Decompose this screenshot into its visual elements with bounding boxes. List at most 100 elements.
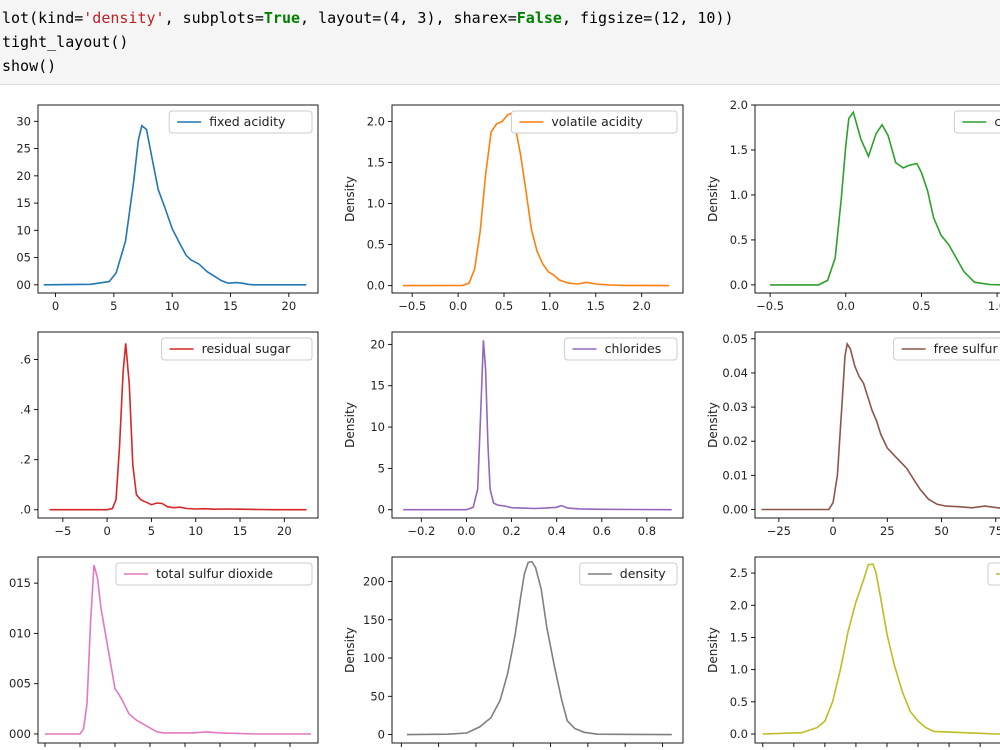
x-tick-label: 20 bbox=[282, 299, 297, 313]
y-tick-label: 0.05 bbox=[722, 332, 748, 346]
code-token: , subplots= bbox=[164, 9, 264, 27]
x-tick-label: 25 bbox=[880, 524, 895, 538]
axes-frame bbox=[37, 331, 319, 519]
x-tick-label: −25 bbox=[767, 524, 791, 538]
y-tick-label: 0.04 bbox=[722, 366, 748, 380]
x-tick-label: −5 bbox=[54, 524, 71, 538]
axes-frame bbox=[37, 556, 319, 744]
y-tick-label: 100 bbox=[363, 651, 385, 665]
x-tick-label: −0.2 bbox=[407, 524, 435, 538]
legend-box bbox=[510, 110, 678, 134]
x-tick-label: 0.0 bbox=[457, 524, 475, 538]
legend-box bbox=[987, 562, 1000, 586]
y-axis-label: Density bbox=[706, 176, 720, 222]
code-token: False bbox=[516, 9, 562, 27]
axes-frame bbox=[754, 556, 1000, 744]
code-token: (12, 10)) bbox=[652, 9, 734, 27]
density-line bbox=[402, 112, 670, 287]
density-line bbox=[403, 340, 672, 511]
legend-label: fixed acidity bbox=[209, 114, 286, 129]
y-tick-label: 15 bbox=[370, 379, 385, 393]
x-tick-label: 1.0 bbox=[988, 299, 1000, 313]
y-tick-label: 200 bbox=[363, 574, 385, 588]
y-tick-label: 50 bbox=[370, 689, 385, 703]
y-tick-label: 20 bbox=[16, 169, 31, 183]
code-token: , layout= bbox=[300, 9, 382, 27]
x-tick-label: 1.0 bbox=[541, 299, 559, 313]
y-tick-label: 2.0 bbox=[367, 114, 385, 128]
y-tick-label: 015 bbox=[9, 576, 31, 590]
y-tick-label: 0.5 bbox=[367, 238, 385, 252]
y-tick-label: 00 bbox=[16, 278, 31, 292]
subplot-volatile-acidity: −0.5 0.0 0.5 1.0 1.5 2.0 0.0 0.5 1.0 1.5 2.0 Densit… bbox=[343, 104, 684, 313]
density-line bbox=[45, 564, 311, 735]
legend-box bbox=[168, 110, 313, 134]
y-tick-label: 10 bbox=[370, 420, 385, 434]
y-tick-label: 05 bbox=[16, 251, 31, 265]
subplot-citric-acid: −0.5 0.0 0.5 1.0 0.0 0.5 1.0 1.5 2.0 Density citri… bbox=[706, 98, 1000, 313]
subplot-density: 0 50 100 150 200 Density density bbox=[343, 556, 684, 747]
y-tick-label: 1.0 bbox=[367, 197, 385, 211]
code-token: lot(kind= bbox=[2, 9, 84, 27]
y-tick-label: 5 bbox=[378, 461, 385, 475]
y-tick-label: 30 bbox=[16, 114, 31, 128]
y-tick-label: 000 bbox=[9, 727, 31, 741]
y-tick-label: 0 bbox=[378, 728, 385, 742]
y-tick-label: 0.0 bbox=[730, 278, 748, 292]
y-tick-label: 1.5 bbox=[730, 143, 748, 157]
y-tick-label: 0.5 bbox=[730, 233, 748, 247]
y-tick-label: .2 bbox=[20, 453, 31, 467]
code-cell[interactable]: lot(kind='density', subplots=True, layou… bbox=[0, 0, 1000, 85]
x-tick-label: 50 bbox=[934, 524, 949, 538]
code-token: (4, 3), sharex= bbox=[381, 9, 517, 27]
x-tick-label: 10 bbox=[165, 299, 180, 313]
x-tick-label: 5 bbox=[148, 524, 155, 538]
y-tick-label: 0 bbox=[378, 503, 385, 517]
y-tick-label: 25 bbox=[16, 142, 31, 156]
x-tick-label: 20 bbox=[277, 524, 292, 538]
axes-frame bbox=[37, 104, 319, 294]
density-line bbox=[762, 563, 1000, 735]
legend-label: free sulfur di bbox=[934, 341, 1000, 356]
code-line-1: lot(kind='density', subplots=True, layou… bbox=[2, 9, 734, 27]
x-tick-label: 0.0 bbox=[837, 299, 855, 313]
code-token: , figsize= bbox=[561, 9, 653, 27]
y-tick-label: 005 bbox=[9, 677, 31, 691]
x-tick-label: 5 bbox=[110, 299, 117, 313]
y-tick-label: 1.0 bbox=[730, 663, 748, 677]
density-line bbox=[43, 124, 307, 286]
legend-box bbox=[564, 337, 678, 361]
y-tick-label: 10 bbox=[16, 223, 31, 237]
y-axis-label: Density bbox=[343, 176, 357, 222]
y-tick-label: 0.0 bbox=[367, 279, 385, 293]
y-tick-label: 2.5 bbox=[730, 566, 748, 580]
code-token: 'density' bbox=[83, 9, 165, 27]
legend-box bbox=[893, 337, 1000, 361]
x-tick-label: 0.4 bbox=[548, 524, 566, 538]
density-line bbox=[770, 110, 1000, 286]
y-tick-label: 010 bbox=[9, 626, 31, 640]
x-tick-label: 0.8 bbox=[638, 524, 656, 538]
x-tick-label: 0 bbox=[52, 299, 59, 313]
density-line bbox=[49, 343, 307, 511]
x-tick-label: 0.6 bbox=[593, 524, 611, 538]
y-tick-label: 0.0 bbox=[730, 727, 748, 741]
y-tick-label: 0.00 bbox=[722, 502, 748, 516]
y-tick-label: .6 bbox=[20, 353, 31, 367]
x-tick-label: 10 bbox=[188, 524, 203, 538]
y-tick-label: .4 bbox=[20, 403, 31, 417]
legend-label: total sulfur dioxide bbox=[156, 566, 273, 581]
x-tick-label: 0.5 bbox=[495, 299, 513, 313]
y-tick-label: .0 bbox=[20, 503, 31, 517]
y-tick-label: 20 bbox=[370, 337, 385, 351]
legend-box bbox=[161, 337, 313, 361]
y-tick-label: 0.5 bbox=[730, 695, 748, 709]
axes-frame bbox=[754, 104, 1000, 294]
x-tick-label: 0 bbox=[829, 524, 836, 538]
legend-label: volatile acidity bbox=[551, 114, 643, 129]
code-token: True bbox=[263, 9, 301, 27]
code-line-3: show() bbox=[2, 57, 57, 75]
subplot-pH: 0.0 0.5 1.0 1.5 2.0 2.5 Density bbox=[706, 556, 1000, 747]
